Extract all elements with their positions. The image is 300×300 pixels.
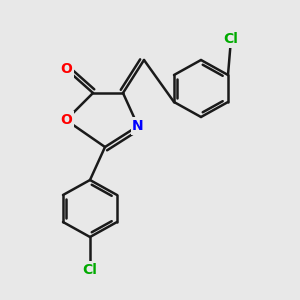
Text: O: O xyxy=(60,113,72,127)
Text: Cl: Cl xyxy=(82,263,98,277)
Text: O: O xyxy=(60,62,72,76)
Text: N: N xyxy=(132,119,144,133)
Text: Cl: Cl xyxy=(224,32,238,46)
